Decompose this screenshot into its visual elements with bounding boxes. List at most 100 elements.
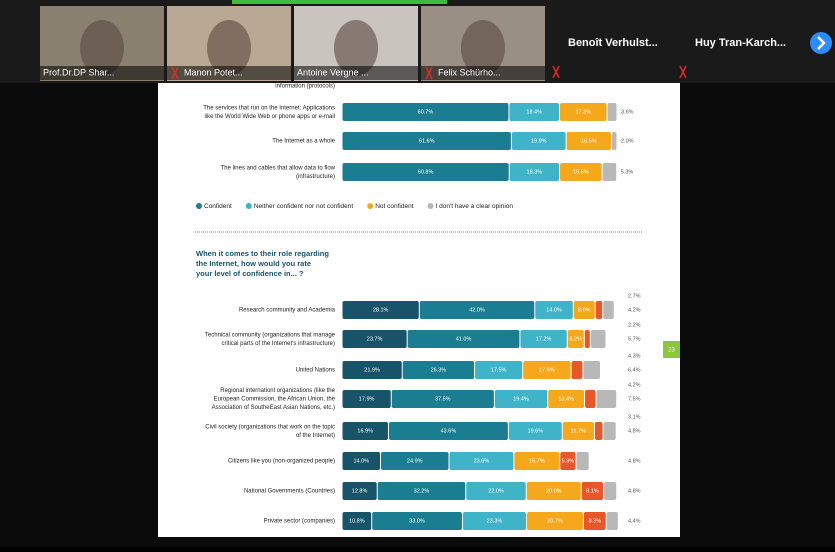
category-label: Citizens like you (non-organized people) xyxy=(228,459,335,465)
value-label: 19.9% xyxy=(531,138,547,144)
category-label: like the World Wide Web or phone apps or… xyxy=(204,114,335,120)
participant-name: Benoît Verhulst... xyxy=(568,37,658,49)
bar-segment xyxy=(342,301,419,319)
value-label: 28.1% xyxy=(373,307,389,313)
bar-segment xyxy=(562,422,594,440)
category-label: The Internet as a whole xyxy=(272,139,335,145)
category-label: The lines and cables that allow data to … xyxy=(221,165,336,171)
legend-marker xyxy=(196,203,202,209)
bar-segment xyxy=(342,163,509,181)
value-label: 12.8% xyxy=(352,488,368,494)
bar-segment xyxy=(342,390,391,408)
bar-segment xyxy=(342,512,372,530)
participant-name: Manon Potet... xyxy=(184,67,243,77)
value-label: 11.7% xyxy=(571,428,586,434)
value-label: 19.4% xyxy=(513,396,529,402)
value-label: 24.9% xyxy=(407,458,423,464)
legend-label: Confident xyxy=(204,203,232,210)
bar-segment xyxy=(377,482,466,500)
bar-segment xyxy=(607,103,617,121)
category-label: The services that run on the Internet: A… xyxy=(203,105,335,111)
value-label: 60.8% xyxy=(418,169,434,175)
bar-segment xyxy=(342,132,511,150)
value-label: 13.4% xyxy=(558,396,574,402)
bar-segment xyxy=(583,361,600,379)
bar-segment xyxy=(560,163,602,181)
bar-segment xyxy=(603,301,614,319)
legend-marker xyxy=(245,203,252,209)
name-overlay xyxy=(40,66,164,80)
participant-name: Felix Schürho... xyxy=(438,67,501,77)
value-label: 14.0% xyxy=(546,307,562,313)
value-label: 18.3% xyxy=(527,169,543,175)
name-overlay xyxy=(421,66,545,80)
bar-segment xyxy=(560,452,576,470)
chart-title: the Internet, how would you rate xyxy=(196,259,311,268)
bar-segment xyxy=(391,390,494,408)
value-label: 4.2% xyxy=(628,382,641,388)
bar-segment xyxy=(342,422,388,440)
bar-segment xyxy=(402,361,475,379)
value-label: 8.0% xyxy=(578,307,591,313)
bar-segment xyxy=(509,103,560,121)
muted-icon xyxy=(552,65,560,79)
bar-segment xyxy=(407,330,520,348)
muted-icon xyxy=(679,65,687,79)
value-label: 17.2% xyxy=(536,336,552,342)
bar-segment xyxy=(342,361,402,379)
category-label: Civil society (organizations that work o… xyxy=(205,424,335,430)
bar-segment xyxy=(590,330,606,348)
value-label: 23.6% xyxy=(474,458,490,464)
value-label: 33.0% xyxy=(409,518,425,524)
bar-segment xyxy=(526,482,581,500)
value-label: 20.0% xyxy=(546,488,562,494)
bar-segment xyxy=(511,132,566,150)
person xyxy=(80,20,124,76)
bar-segment xyxy=(602,163,617,181)
value-label: 42.0% xyxy=(469,307,485,313)
bar-segment xyxy=(508,422,562,440)
muted-icon xyxy=(171,66,179,80)
value-label: 5.3% xyxy=(621,169,634,175)
bar-segment xyxy=(604,482,617,500)
value-label: 20.7% xyxy=(547,518,563,524)
category-label: of the Internet) xyxy=(296,433,335,439)
bar-segment xyxy=(573,301,595,319)
person xyxy=(461,20,505,76)
value-label: 3.6% xyxy=(621,109,634,115)
category-label: National Governments (Countries) xyxy=(244,489,335,495)
value-label: 61.6% xyxy=(419,138,435,144)
bar-segment xyxy=(342,330,407,348)
value-label: 4.2% xyxy=(628,307,641,313)
value-label: 10.8% xyxy=(349,518,365,524)
category-label: (infrastructure) xyxy=(296,174,335,180)
category-label: information (protocols) xyxy=(275,84,335,90)
person xyxy=(334,20,378,76)
category-label: Association of SoutheEast Asian Nations,… xyxy=(212,405,335,411)
value-label: 21.9% xyxy=(364,367,380,373)
bar-segment xyxy=(567,330,584,348)
bar-segment xyxy=(342,452,380,470)
next-page-button[interactable] xyxy=(810,32,832,54)
bar-segment xyxy=(596,390,617,408)
bar-segment xyxy=(584,330,590,348)
muted-icon xyxy=(425,66,433,80)
bar-segment xyxy=(594,422,603,440)
value-label: 16.7% xyxy=(529,458,545,464)
value-label: 15.5% xyxy=(573,169,589,175)
value-label: 8.1% xyxy=(586,488,599,494)
value-label: 6.4% xyxy=(628,367,641,373)
value-label: 5.9% xyxy=(562,458,575,464)
legend-label: Neither confident nor not confident xyxy=(254,203,354,210)
value-label: 26.3% xyxy=(431,367,447,373)
bar-segment xyxy=(595,301,603,319)
bar-segment xyxy=(475,361,523,379)
page-number: 23 xyxy=(668,348,675,354)
value-label: 23.7% xyxy=(367,336,383,342)
value-label: 16.5% xyxy=(581,138,597,144)
value-label: 41.0% xyxy=(456,336,472,342)
bar-segment xyxy=(466,482,526,500)
name-overlay xyxy=(167,66,291,80)
share-indicator xyxy=(232,0,447,4)
